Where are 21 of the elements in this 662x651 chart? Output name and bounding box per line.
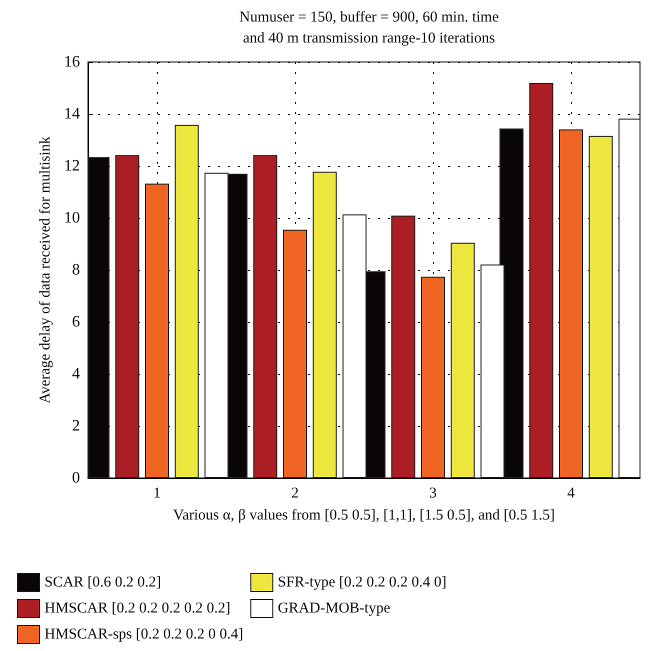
- y-tick-label: 6: [72, 314, 80, 330]
- x-tick-label: 1: [153, 486, 161, 502]
- y-tick-label: 0: [72, 470, 80, 486]
- legend-label: GRAD-MOB-type: [278, 600, 391, 616]
- x-tick-label: 2: [291, 486, 299, 502]
- y-axis-title: Average delay of data received for multisink: [38, 136, 54, 404]
- y-tick-label: 14: [64, 106, 80, 122]
- legend-label: HMSCAR [0.2 0.2 0.2 0.2 0.2]: [44, 600, 230, 616]
- y-tick-label: 10: [64, 210, 80, 226]
- y-tick-label: 12: [64, 158, 80, 174]
- legend-label: HMSCAR-sps [0.2 0.2 0.2 0 0.4]: [44, 626, 244, 642]
- y-tick-label: 2: [72, 418, 80, 434]
- y-tick-label: 16: [64, 54, 80, 70]
- x-tick-label: 3: [429, 486, 437, 502]
- y-tick-label: 8: [72, 262, 80, 278]
- legend-label: SCAR [0.6 0.2 0.2]: [44, 574, 162, 590]
- chart-title: Numuser = 150, buffer = 900, 60 min. time and 40 m transmission range-10 iterations: [239, 10, 500, 46]
- x-tick-label: 4: [567, 486, 576, 502]
- y-tick-label: 4: [72, 366, 80, 382]
- x-axis-title: Various α, β values from [0.5 0.5], [1,1], [1.5 0.5], and [0.5 1.5]: [173, 508, 555, 524]
- legend-label: SFR-type [0.2 0.2 0.2 0.4 0]: [278, 574, 447, 590]
